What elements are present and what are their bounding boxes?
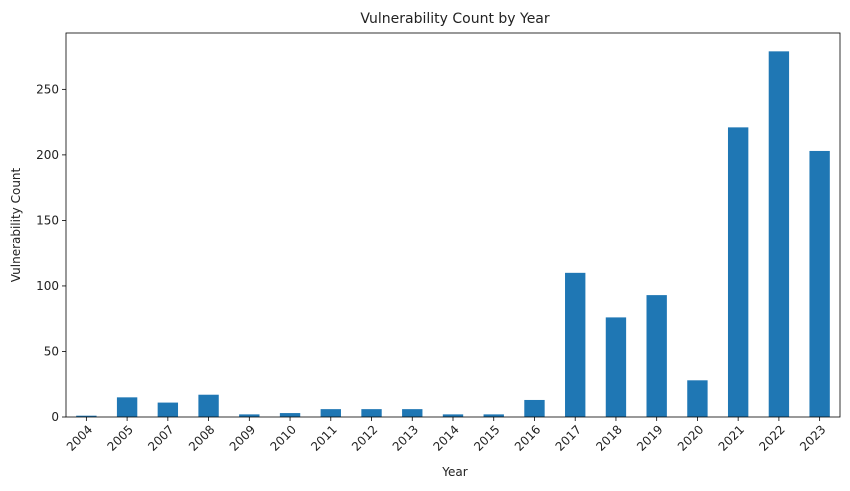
y-tick-label: 200 (36, 148, 59, 162)
x-tick-label: 2012 (349, 422, 380, 453)
bar-2023 (809, 150, 830, 418)
y-tick-label: 100 (36, 279, 59, 293)
bar-2018 (605, 317, 627, 417)
x-tick-label: 2019 (634, 422, 665, 453)
bar-2011 (320, 409, 341, 417)
x-tick-label: 2011 (308, 422, 339, 453)
x-tick-label: 2015 (471, 422, 502, 453)
x-tick-label: 2017 (553, 422, 584, 453)
bar-2012 (361, 409, 382, 417)
bar-2010 (279, 413, 301, 417)
bar-2005 (116, 397, 138, 417)
bar-2020 (687, 380, 708, 417)
bar-2007 (157, 402, 179, 417)
y-tick-label: 50 (44, 344, 59, 358)
bar-2021 (727, 127, 749, 417)
y-tick-label: 250 (36, 82, 59, 96)
bar-2016 (524, 399, 545, 417)
chart-title: Vulnerability Count by Year (360, 11, 550, 27)
x-tick-label: 2009 (227, 422, 258, 453)
bar-2004 (76, 415, 97, 417)
x-axis: 2004 2005 2007 2008 2009 2010 2011 2012 2013 2014… (64, 417, 829, 454)
bar-2022 (768, 51, 790, 418)
x-tick-label: 2013 (390, 422, 421, 453)
bar-2015 (483, 414, 504, 417)
bar-2013 (402, 409, 423, 417)
bar-2008 (198, 394, 219, 417)
y-axis: 0 50 100 150 200 250 (36, 82, 66, 424)
plot-frame (65, 32, 841, 418)
bar-2019 (646, 295, 667, 417)
bar-2014 (442, 414, 464, 417)
x-tick-label: 2022 (756, 422, 787, 453)
x-tick-label: 2018 (593, 422, 624, 453)
x-tick-label: 2023 (797, 422, 828, 453)
bar-2017 (565, 272, 586, 417)
x-axis-label: Year (441, 465, 467, 479)
x-tick-label: 2010 (267, 422, 298, 453)
y-tick-label: 0 (51, 410, 59, 424)
x-tick-label: 2007 (145, 422, 176, 453)
x-tick-label: 2005 (105, 422, 136, 453)
y-axis-label: Vulnerability Count (9, 167, 23, 282)
bar-2009 (239, 414, 260, 417)
y-tick-label: 150 (36, 213, 59, 227)
plot-area (65, 32, 841, 418)
x-tick-label: 2020 (675, 422, 706, 453)
x-tick-label: 2008 (186, 422, 217, 453)
x-tick-label: 2014 (430, 422, 461, 453)
x-tick-label: 2021 (716, 422, 747, 453)
x-tick-label: 2004 (64, 422, 95, 453)
x-tick-label: 2016 (512, 422, 543, 453)
